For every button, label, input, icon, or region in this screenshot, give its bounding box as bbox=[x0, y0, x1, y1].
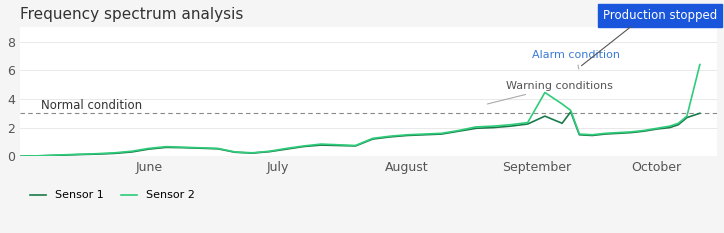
Text: Frequency spectrum analysis: Frequency spectrum analysis bbox=[20, 7, 243, 22]
Text: Warning conditions: Warning conditions bbox=[487, 81, 613, 104]
Text: Alarm condition: Alarm condition bbox=[532, 49, 620, 69]
Legend: Sensor 1, Sensor 2: Sensor 1, Sensor 2 bbox=[25, 186, 200, 205]
Text: Production stopped: Production stopped bbox=[603, 9, 717, 22]
Text: Normal condition: Normal condition bbox=[41, 99, 143, 112]
